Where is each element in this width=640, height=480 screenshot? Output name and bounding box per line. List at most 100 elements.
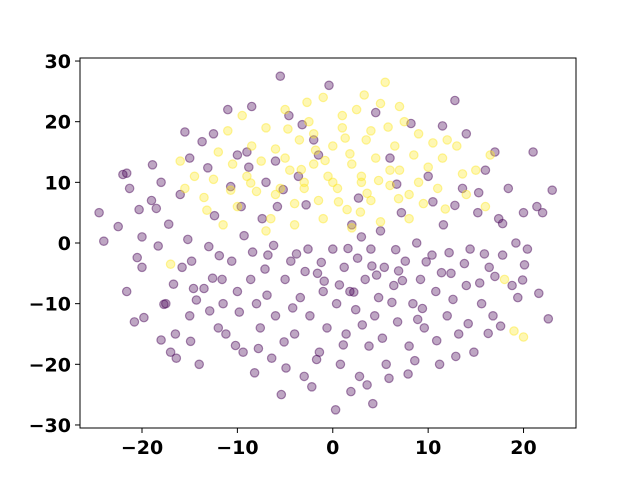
scatter-point-s0-52 bbox=[276, 389, 287, 400]
scatter-point-s1-7 bbox=[218, 220, 228, 230]
scatter-point-s0-199 bbox=[461, 129, 472, 139]
scatter-point-s0-104 bbox=[446, 268, 456, 279]
scatter-point-s0-204 bbox=[270, 156, 281, 166]
scatter-point-s1-39 bbox=[370, 153, 381, 163]
scatter-point-s1-78 bbox=[394, 101, 405, 112]
scatter-point-s0-195 bbox=[297, 119, 307, 130]
scatter-point-s0-129 bbox=[547, 185, 557, 195]
scatter-point-s0-64 bbox=[314, 347, 325, 357]
scatter-point-s0-42 bbox=[247, 247, 258, 257]
scatter-point-s0-160 bbox=[287, 303, 298, 313]
scatter-point-s1-23 bbox=[294, 135, 305, 145]
scatter-point-s0-113 bbox=[480, 165, 491, 175]
scatter-point-s0-212 bbox=[450, 200, 460, 211]
scatter-point-s1-12 bbox=[242, 171, 252, 182]
scatter-point-s0-53 bbox=[280, 274, 290, 285]
scatter-point-s1-52 bbox=[432, 183, 443, 194]
scatter-point-s0-16 bbox=[165, 347, 176, 357]
scatter-point-s0-68 bbox=[327, 244, 338, 254]
scatter-point-s1-21 bbox=[284, 165, 295, 175]
scatter-point-s0-33 bbox=[218, 298, 228, 309]
scatter-point-s1-85 bbox=[355, 207, 366, 217]
scatter-point-s0-35 bbox=[223, 104, 233, 115]
scatter-point-s1-16 bbox=[261, 123, 271, 133]
y-axis: 30 20 10 0 −10 −20 −30 bbox=[29, 51, 80, 437]
scatter-point-s0-130 bbox=[113, 221, 123, 232]
scatter-point-s0-126 bbox=[532, 201, 542, 212]
scatter-point-s0-141 bbox=[319, 276, 329, 286]
scatter-point-s0-120 bbox=[507, 280, 517, 291]
scatter-point-s0-32 bbox=[217, 274, 227, 285]
scatter-point-s0-99 bbox=[427, 250, 437, 260]
scatter-point-s0-29 bbox=[207, 273, 218, 283]
x-tick-label: 10 bbox=[415, 437, 441, 459]
scatter-point-s0-109 bbox=[465, 244, 475, 254]
scatter-point-s0-44 bbox=[255, 323, 266, 333]
scatter-point-s1-53 bbox=[437, 153, 448, 163]
scatter-point-s0-132 bbox=[163, 219, 174, 229]
scatter-point-s0-46 bbox=[261, 177, 271, 188]
scatter-point-s1-34 bbox=[346, 159, 357, 169]
scatter-point-s0-78 bbox=[356, 232, 367, 242]
scatter-point-s0-140 bbox=[306, 381, 317, 392]
scatter-point-s0-106 bbox=[453, 329, 464, 339]
scatter-point-s0-135 bbox=[225, 181, 236, 192]
scatter-point-s0-165 bbox=[371, 270, 382, 280]
scatter-point-s1-31 bbox=[332, 183, 343, 194]
scatter-point-s0-31 bbox=[213, 323, 224, 333]
scatter-point-s0-155 bbox=[153, 241, 163, 251]
scatter-point-s0-150 bbox=[448, 294, 458, 305]
scatter-point-s1-18 bbox=[270, 144, 281, 154]
scatter-point-s0-179 bbox=[367, 261, 377, 271]
scatter-point-s0-144 bbox=[362, 380, 372, 390]
scatter-point-s0-125 bbox=[528, 147, 538, 157]
scatter-point-s0-19 bbox=[175, 189, 185, 200]
scatter-point-s0-40 bbox=[242, 147, 252, 157]
scatter-point-s0-89 bbox=[388, 280, 399, 291]
scatter-point-s0-184 bbox=[191, 295, 202, 305]
scatter-point-s1-8 bbox=[223, 126, 233, 136]
scatter-point-s0-30 bbox=[209, 210, 220, 221]
scatter-point-s1-55 bbox=[451, 141, 462, 151]
scatter-point-s1-63 bbox=[261, 226, 271, 236]
scatter-point-s0-65 bbox=[318, 286, 328, 297]
x-tick-label: −20 bbox=[121, 437, 163, 459]
scatter-point-s0-81 bbox=[366, 244, 376, 254]
scatter-point-s1-61 bbox=[509, 326, 519, 336]
scatter-point-s1-45 bbox=[399, 116, 410, 127]
scatter-point-s1-28 bbox=[318, 92, 328, 103]
scatter-point-s0-75 bbox=[346, 220, 357, 230]
y-tick-label: 20 bbox=[45, 112, 71, 134]
scatter-point-s0-37 bbox=[232, 286, 243, 297]
scatter-point-s1-56 bbox=[461, 189, 472, 200]
scatter-point-s0-213 bbox=[473, 187, 484, 198]
scatter-point-s1-58 bbox=[480, 201, 491, 212]
scatter-point-s1-93 bbox=[202, 205, 212, 215]
scatter-point-s0-200 bbox=[490, 147, 500, 157]
scatter-point-s0-151 bbox=[463, 318, 473, 329]
scatter-point-s0-57 bbox=[293, 171, 304, 182]
scatter-point-s1-24 bbox=[299, 177, 309, 188]
scatter-point-s0-74 bbox=[345, 286, 355, 297]
scatter-point-s1-62 bbox=[518, 332, 529, 342]
scatter-point-s0-11 bbox=[147, 160, 158, 170]
scatter-point-s1-0 bbox=[165, 259, 176, 269]
scatter-point-s0-112 bbox=[476, 298, 487, 309]
scatter-point-s0-48 bbox=[266, 353, 277, 363]
scatter-point-s0-71 bbox=[335, 359, 346, 370]
scatter-point-s0-15 bbox=[161, 298, 171, 309]
scatter-points bbox=[94, 71, 557, 415]
scatter-point-s0-123 bbox=[518, 207, 529, 218]
scatter-point-s0-180 bbox=[393, 266, 404, 276]
scatter-point-s0-137 bbox=[262, 290, 272, 300]
scatter-point-s0-26 bbox=[197, 136, 207, 147]
scatter-point-s0-83 bbox=[369, 310, 380, 321]
scatter-point-s0-168 bbox=[412, 314, 423, 325]
scatter-point-s0-139 bbox=[291, 249, 302, 259]
scatter-point-s0-23 bbox=[186, 256, 197, 266]
scatter-point-s0-2 bbox=[118, 169, 128, 180]
scatter-point-s0-10 bbox=[146, 195, 157, 206]
y-tick-label: −30 bbox=[29, 415, 71, 437]
scatter-point-s0-143 bbox=[352, 253, 363, 264]
scatter-point-s1-88 bbox=[393, 193, 404, 204]
